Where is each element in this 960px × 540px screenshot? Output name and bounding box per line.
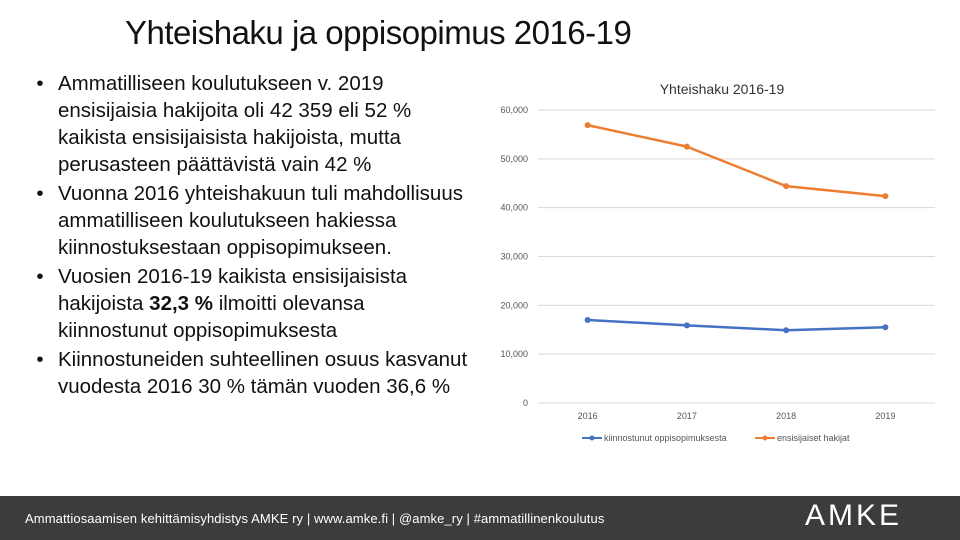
bullet-marker: • (36, 72, 44, 95)
bullet-text: Ammatilliseen koulutukseen v. 2019 ensis… (58, 72, 412, 176)
y-tick-label: 0 (523, 398, 528, 408)
bullet-item: • Ammatilliseen koulutukseen v. 2019 ens… (30, 70, 475, 178)
data-point (783, 327, 790, 334)
y-tick-label: 30,000 (500, 252, 528, 262)
bullet-list: • Ammatilliseen koulutukseen v. 2019 ens… (30, 70, 475, 402)
bullet-text: Kiinnostuneiden suhteellinen osuus kasva… (58, 348, 468, 398)
bullet-text: ilmoitti olevansa kiinnostunut oppisopim… (58, 292, 365, 342)
bullet-marker: • (36, 182, 44, 205)
slide-title: Yhteishaku ja oppisopimus 2016-19 (125, 14, 632, 51)
series-line (587, 123, 886, 198)
legend-label: kiinnostunut oppisopimuksesta (604, 433, 727, 443)
data-point (584, 316, 591, 323)
data-point (882, 324, 889, 331)
data-point (783, 183, 790, 190)
data-point (683, 322, 690, 329)
footer-text: Ammattiosaamisen kehittämisyhdistys AMKE… (25, 511, 605, 526)
chart-title: Yhteishaku 2016-19 (660, 81, 785, 97)
data-point (882, 193, 889, 200)
x-axis-ticks: 2016 2017 2018 2019 (578, 411, 896, 421)
bullet-item: • Vuosien 2016-19 kaikista ensisijaisist… (30, 263, 475, 344)
series-line (587, 318, 886, 332)
legend-marker (589, 435, 595, 441)
legend-label: ensisijaiset hakijat (777, 433, 850, 443)
y-tick-label: 40,000 (500, 203, 528, 213)
data-point (584, 122, 591, 129)
gridlines (538, 109, 935, 404)
x-tick-label: 2016 (578, 411, 598, 421)
legend-marker (762, 435, 768, 441)
y-tick-label: 10,000 (500, 349, 528, 359)
bullet-text: Vuonna 2016 yhteishakuun tuli mahdollisu… (58, 182, 463, 259)
footer-bar: Ammattiosaamisen kehittämisyhdistys AMKE… (0, 496, 960, 540)
line-chart: Yhteishaku 2016-19 0 10,000 20,000 30,000 40… (490, 72, 940, 452)
x-tick-label: 2017 (677, 411, 697, 421)
y-axis-ticks: 0 10,000 20,000 30,000 40,000 50,000 60,000 (500, 105, 528, 408)
series-lines (584, 122, 889, 334)
bullet-item: • Vuonna 2016 yhteishakuun tuli mahdolli… (30, 180, 475, 261)
data-point (683, 143, 690, 150)
bullet-marker: • (36, 348, 44, 371)
amke-logo: AMKE (805, 499, 903, 532)
x-tick-label: 2018 (776, 411, 796, 421)
chart-canvas: Yhteishaku 2016-19 0 10,000 20,000 30,000 40… (500, 81, 935, 443)
x-tick-label: 2019 (875, 411, 895, 421)
y-tick-label: 50,000 (500, 154, 528, 164)
y-tick-label: 20,000 (500, 300, 528, 310)
bullet-marker: • (36, 265, 44, 288)
bullet-text-highlight: 32,3 % (149, 292, 213, 315)
bullet-item: • Kiinnostuneiden suhteellinen osuus kas… (30, 346, 475, 400)
legend: kiinnostunut oppisopimuksesta ensisijaise… (582, 433, 850, 443)
y-tick-label: 60,000 (500, 105, 528, 115)
bullet-text: Vuosien 2016-19 kaikista ensisijaisista … (58, 265, 408, 315)
